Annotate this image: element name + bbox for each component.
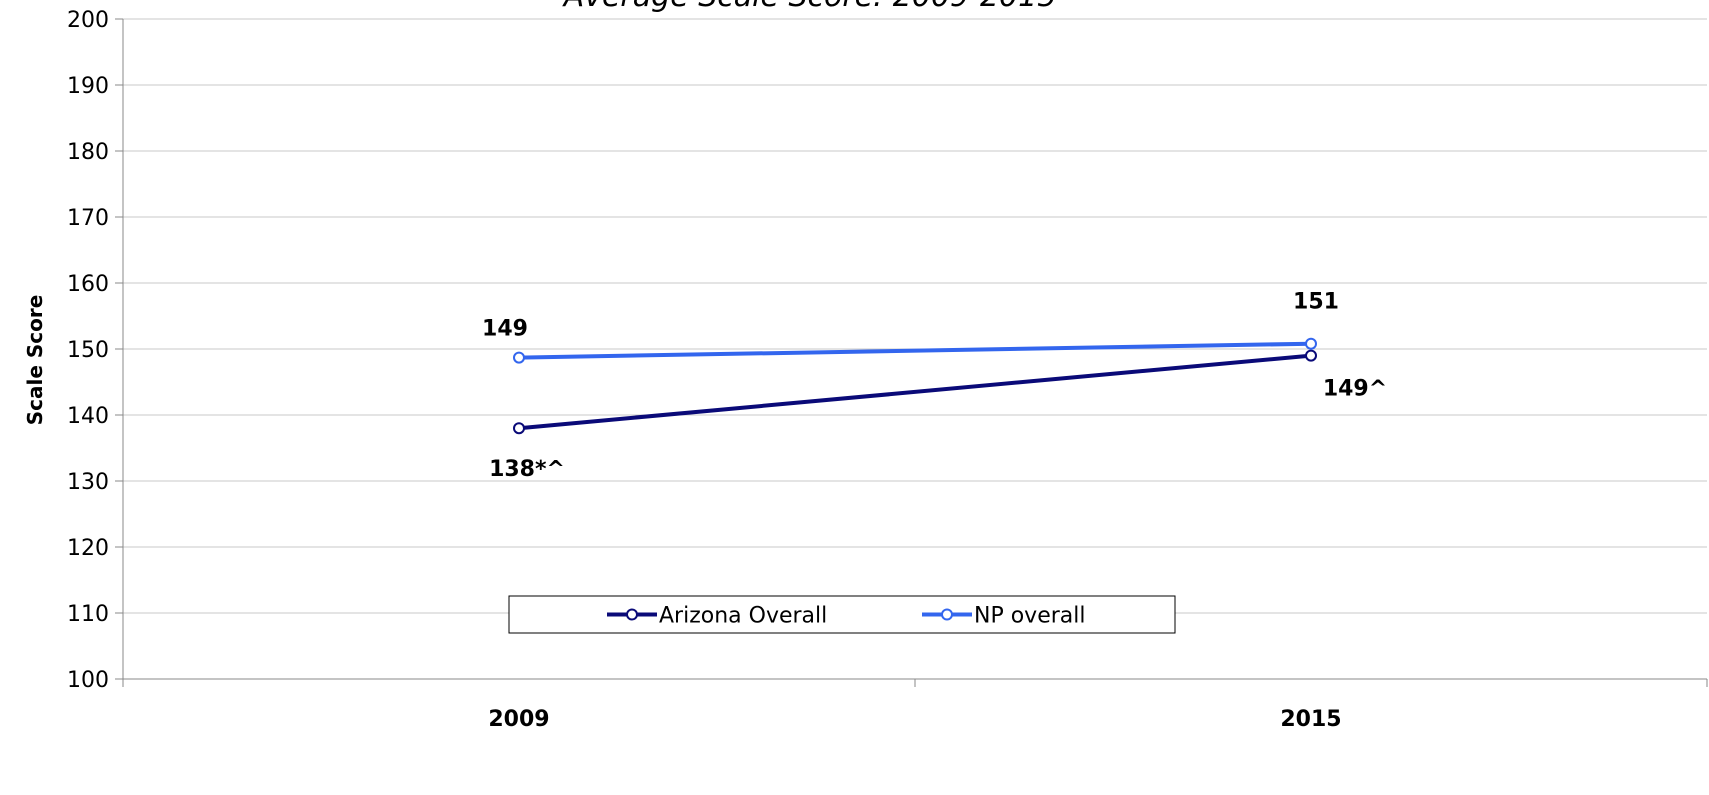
y-tick-label: 130 [67,470,109,495]
x-tick-label: 2015 [1280,707,1341,732]
data-label: 149^ [1323,377,1387,402]
series-line [518,353,1312,431]
data-point [1305,337,1317,350]
y-tick-label: 160 [67,272,109,297]
legend-marker [941,608,953,621]
legend: Arizona Overall NP overall [508,595,1176,634]
x-tick-labels: 2009 2015 [488,707,1341,732]
data-point [1305,349,1317,362]
data-point [513,422,525,435]
y-tick-label: 100 [67,668,109,693]
x-tick-label: 2009 [488,707,549,732]
legend-marker [626,608,638,621]
data-point [513,351,525,364]
axes [115,18,1708,687]
legend-entry: Arizona Overall [659,604,827,629]
chart-title: Average Scale Score: 2009-2015 [562,0,1057,14]
y-tick-label: 190 [67,74,109,99]
y-tick-label: 150 [67,338,109,363]
data-label: 149 [482,317,528,342]
y-tick-label: 140 [67,404,109,429]
y-axis-title: Scale Score [23,295,47,426]
y-tick-label: 180 [67,140,109,165]
y-tick-label: 170 [67,206,109,231]
y-tick-label: 120 [67,536,109,561]
y-tick-labels: 100 110 120 130 140 150 160 170 180 190 200 [67,8,109,693]
legend-entry: NP overall [974,604,1085,629]
data-label: 151 [1293,290,1339,315]
series-lines [513,337,1317,435]
data-label: 138*^ [489,457,565,482]
y-tick-label: 200 [67,8,109,33]
gridlines [123,18,1707,614]
data-labels: 138*^ 149^ 149 151 [482,290,1387,482]
y-tick-label: 110 [67,602,109,627]
series-line [518,341,1312,360]
